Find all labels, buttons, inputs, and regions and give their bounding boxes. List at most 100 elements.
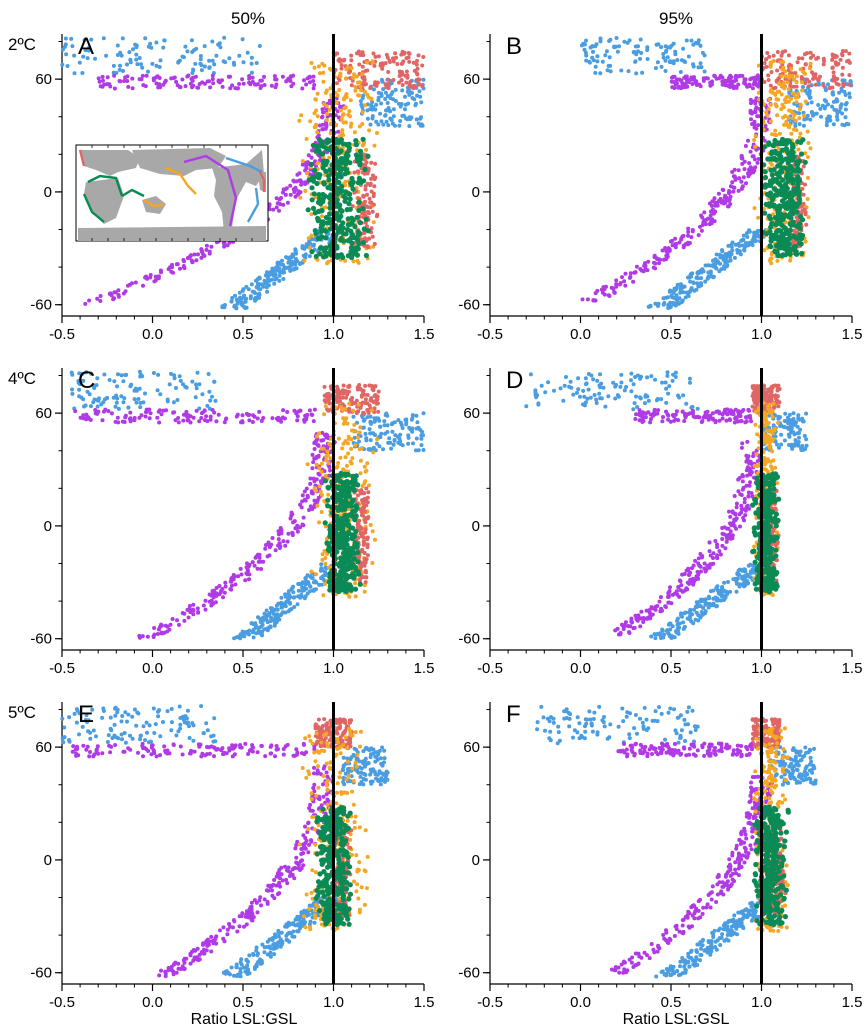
data-point xyxy=(690,271,695,276)
data-point xyxy=(240,419,245,424)
data-point xyxy=(170,617,175,621)
data-point xyxy=(594,42,599,47)
data-point xyxy=(335,51,340,56)
data-point xyxy=(360,110,365,115)
data-point xyxy=(275,607,280,612)
data-point xyxy=(70,391,75,396)
data-point xyxy=(305,573,310,578)
data-point xyxy=(816,103,821,107)
x-axis-label-right: Ratio LSL:GSL xyxy=(623,1011,730,1028)
data-point xyxy=(298,595,303,600)
data-point xyxy=(212,410,217,415)
data-point xyxy=(60,62,65,67)
data-point xyxy=(790,91,795,96)
data-point xyxy=(590,55,595,60)
data-point xyxy=(87,45,92,50)
data-point xyxy=(256,281,261,286)
data-point xyxy=(89,37,94,42)
data-point xyxy=(311,419,316,424)
data-point xyxy=(386,81,391,86)
data-point xyxy=(814,111,819,116)
data-point xyxy=(356,175,362,181)
data-point xyxy=(238,295,243,300)
data-point xyxy=(305,493,310,498)
data-point xyxy=(158,268,163,273)
data-point xyxy=(370,116,375,121)
data-point xyxy=(327,155,332,160)
data-point xyxy=(768,102,773,107)
data-point xyxy=(683,295,688,300)
data-point xyxy=(652,260,656,265)
data-point xyxy=(355,258,360,263)
data-point xyxy=(665,55,670,60)
data-point xyxy=(718,196,723,201)
data-point xyxy=(288,192,293,197)
data-point xyxy=(349,121,354,126)
data-point xyxy=(126,283,130,288)
data-point xyxy=(343,105,348,110)
data-point xyxy=(787,108,792,113)
data-point xyxy=(746,174,751,179)
data-point xyxy=(101,78,105,83)
data-point xyxy=(800,137,806,143)
data-point xyxy=(716,191,721,196)
data-point xyxy=(303,189,308,193)
data-point xyxy=(361,411,366,415)
data-point xyxy=(801,85,805,89)
data-point xyxy=(154,40,159,45)
data-point xyxy=(266,276,271,281)
data-point xyxy=(797,116,802,121)
data-point xyxy=(768,64,773,69)
data-point xyxy=(776,152,782,158)
data-point xyxy=(233,293,237,298)
data-point xyxy=(654,42,659,47)
data-point xyxy=(779,185,785,191)
data-point xyxy=(247,632,251,637)
data-point xyxy=(349,83,354,88)
data-point xyxy=(296,588,301,593)
data-point xyxy=(186,414,191,419)
data-point xyxy=(643,264,648,268)
data-point xyxy=(737,176,742,181)
data-point xyxy=(730,248,735,253)
data-point xyxy=(768,89,773,94)
data-point xyxy=(211,595,216,600)
data-point xyxy=(347,206,353,212)
data-point xyxy=(713,261,718,266)
data-point xyxy=(250,75,255,80)
map-landmass xyxy=(212,150,264,232)
data-point xyxy=(70,387,74,392)
data-point xyxy=(843,93,848,97)
data-point xyxy=(734,73,738,78)
data-point xyxy=(360,240,367,246)
data-point xyxy=(386,86,391,91)
data-point xyxy=(138,400,143,405)
data-point xyxy=(190,78,195,83)
data-point xyxy=(407,124,412,129)
data-point xyxy=(370,100,375,105)
data-point xyxy=(375,131,379,135)
data-point xyxy=(667,289,672,294)
data-point xyxy=(280,610,285,615)
data-point xyxy=(598,36,603,41)
data-point xyxy=(250,420,255,424)
data-point xyxy=(368,200,373,205)
data-point xyxy=(233,582,238,587)
data-point xyxy=(780,192,786,198)
data-point xyxy=(273,548,278,553)
data-point xyxy=(134,57,139,62)
data-point xyxy=(671,74,676,79)
data-point xyxy=(303,413,308,418)
data-point xyxy=(360,484,365,489)
data-point xyxy=(196,85,201,90)
data-point xyxy=(324,146,330,152)
data-point xyxy=(318,479,323,484)
data-point xyxy=(308,241,312,246)
data-point xyxy=(303,579,308,584)
data-point xyxy=(833,61,838,66)
data-point xyxy=(316,64,321,69)
data-point xyxy=(617,282,622,287)
data-point xyxy=(345,463,349,468)
data-point xyxy=(178,378,183,383)
data-point xyxy=(137,386,142,391)
